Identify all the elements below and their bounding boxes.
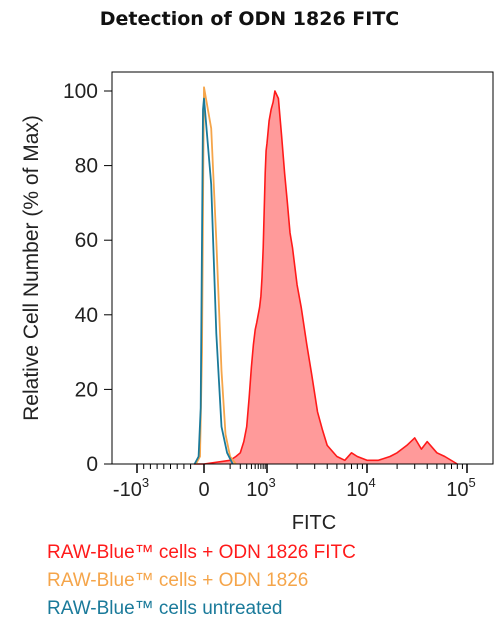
plot-frame <box>111 71 494 465</box>
series-fitc-line <box>193 90 458 465</box>
y-tick-label: 60 <box>75 229 98 252</box>
x-tick-label: 103 <box>246 475 275 501</box>
tick-layer: 0 20 40 60 80 100 -103 0 103 104 105 <box>63 80 476 501</box>
y-tick-label: 40 <box>75 304 98 327</box>
series-fitc-area <box>193 91 458 464</box>
series-layer <box>193 86 458 465</box>
y-axis-label: Relative Cell Number (% of Max) <box>20 115 43 421</box>
x-tick-label: 105 <box>446 475 475 501</box>
series-untreated-line <box>193 97 234 465</box>
y-tick-label: 0 <box>86 453 98 476</box>
legend-item-fitc: RAW-Blue™ cells + ODN 1826 FITC <box>47 542 356 563</box>
x-tick-label: 104 <box>346 475 375 501</box>
y-tick-label: 80 <box>75 155 98 178</box>
x-axis-label: FITC <box>292 512 336 534</box>
chart-title: Detection of ODN 1826 FITC <box>99 8 400 30</box>
y-tick-label: 20 <box>75 378 98 401</box>
legend-item-untreated: RAW-Blue™ cells untreated <box>47 598 283 619</box>
x-tick-label: -103 <box>113 475 149 501</box>
x-tick-label: 0 <box>198 479 209 501</box>
legend-item-odn: RAW-Blue™ cells + ODN 1826 <box>47 570 309 591</box>
y-tick-label: 100 <box>63 80 98 103</box>
minor-tick-layer <box>143 464 463 469</box>
